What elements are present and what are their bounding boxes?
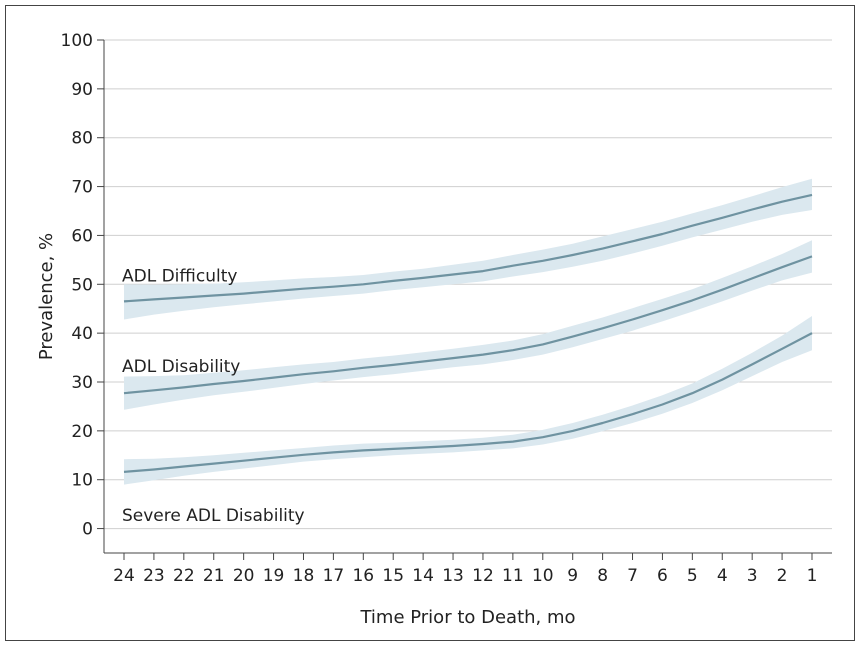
y-tick-label: 70 — [71, 178, 93, 198]
series-lines — [123, 193, 813, 473]
x-tick-label: 16 — [352, 566, 374, 586]
x-tick-label: 12 — [472, 566, 494, 586]
y-tick-label: 40 — [71, 324, 93, 344]
x-tick-label: 5 — [687, 566, 698, 586]
series-line — [123, 255, 813, 395]
x-tick-label: 4 — [717, 566, 728, 586]
x-tick-label: 10 — [532, 566, 554, 586]
y-tick-label: 80 — [71, 129, 93, 149]
series-label: ADL Difficulty — [122, 266, 237, 286]
x-tick-label: 20 — [233, 566, 255, 586]
confidence-band — [124, 178, 812, 320]
series-label: Severe ADL Disability — [122, 506, 305, 526]
y-axis-title: Prevalence, % — [36, 233, 57, 360]
series-label: ADL Disability — [122, 357, 240, 377]
x-tick-label: 22 — [173, 566, 195, 586]
series-labels: ADL Difficulty ADL Disability Severe ADL D… — [122, 266, 305, 526]
figure-frame — [5, 5, 855, 641]
x-tick-label: 15 — [382, 566, 404, 586]
x-tick-label: 19 — [263, 566, 285, 586]
y-tick-label: 60 — [71, 226, 93, 246]
x-tick-label: 3 — [747, 566, 758, 586]
y-tick-label: 50 — [71, 275, 93, 295]
y-tick-label: 100 — [61, 31, 93, 51]
confidence-band — [124, 316, 812, 485]
x-tick-label: 7 — [627, 566, 638, 586]
x-tick-label: 24 — [113, 566, 135, 586]
x-tick-label: 2 — [777, 566, 788, 586]
y-tick-label: 90 — [71, 80, 93, 100]
x-tick-label: 23 — [143, 566, 165, 586]
series-line — [123, 193, 813, 303]
y-tick-label: 10 — [71, 471, 93, 491]
series-line — [123, 332, 813, 473]
x-tick-label: 9 — [567, 566, 578, 586]
x-tick-label: 18 — [293, 566, 315, 586]
confidence-bands — [124, 178, 812, 485]
x-tick-label: 6 — [657, 566, 668, 586]
x-tick-label: 1 — [807, 566, 818, 586]
x-tick-label: 14 — [412, 566, 434, 586]
y-tick-label: 30 — [71, 373, 93, 393]
x-tick-label: 21 — [203, 566, 225, 586]
y-tick-label: 0 — [82, 520, 93, 540]
x-tick-label: 8 — [597, 566, 608, 586]
x-tick-label: 13 — [442, 566, 464, 586]
confidence-band — [124, 240, 812, 410]
y-tick-label: 20 — [71, 422, 93, 442]
x-tick-label: 11 — [502, 566, 524, 586]
x-tick-label: 17 — [323, 566, 345, 586]
x-axis-title: Time Prior to Death, mo — [359, 607, 575, 628]
